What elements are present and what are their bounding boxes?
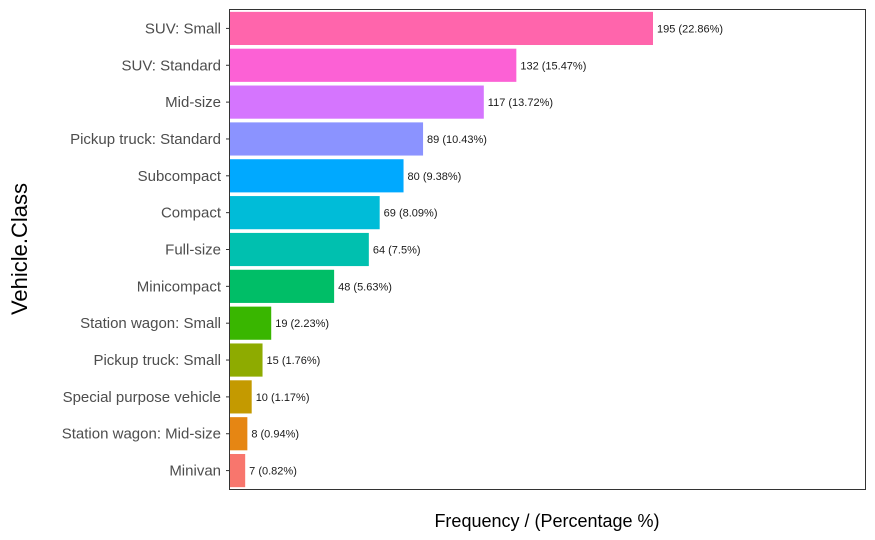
category-labels-layer: SUV: Small SUV: Standard Mid-size Pickup tr… xyxy=(62,20,230,480)
bar xyxy=(230,232,369,267)
y-axis-title: Vehicle.Class xyxy=(7,183,32,315)
category-tick-label: SUV: Standard xyxy=(122,57,222,74)
bar xyxy=(230,159,404,193)
category-tick-label: Mid-size xyxy=(165,94,221,111)
bar xyxy=(230,85,484,119)
category-tick-label: Full-size xyxy=(165,242,221,259)
bar xyxy=(230,380,252,414)
bar-data-label: 48 (5.63%) xyxy=(338,281,392,293)
data-labels-layer: 195 (22.86%) 132 (15.47%) 117 (13.72%) 89 (… xyxy=(249,23,723,477)
bar-data-label: 80 (9.38%) xyxy=(408,171,462,183)
bar-data-label: 117 (13.72%) xyxy=(488,97,553,109)
bar xyxy=(230,11,653,46)
bar xyxy=(230,417,248,451)
bar xyxy=(230,269,335,303)
bar-data-label: 132 (15.47%) xyxy=(520,60,586,72)
bar xyxy=(230,306,272,340)
bar-data-label: 15 (1.76%) xyxy=(267,355,321,367)
bars-layer xyxy=(230,11,653,488)
x-axis-title: Frequency / (Percentage %) xyxy=(434,511,659,531)
bar xyxy=(230,196,380,230)
category-tick-label: Station wagon: Mid-size xyxy=(62,426,221,443)
category-tick-label: Pickup truck: Small xyxy=(93,352,221,369)
bar-data-label: 89 (10.43%) xyxy=(427,134,487,146)
category-tick-label: Special purpose vehicle xyxy=(63,389,221,406)
bar-data-label: 19 (2.23%) xyxy=(275,318,329,330)
category-tick-label: Compact xyxy=(161,205,222,222)
bar xyxy=(230,343,263,377)
plot-panel-border xyxy=(229,9,866,490)
category-tick-label: Pickup truck: Standard xyxy=(70,131,221,148)
category-tick-label: Station wagon: Small xyxy=(80,315,221,332)
bar-data-label: 64 (7.5%) xyxy=(373,245,421,257)
category-tick-label: SUV: Small xyxy=(145,20,221,37)
bar-data-label: 195 (22.86%) xyxy=(657,23,723,35)
bar xyxy=(230,453,246,488)
category-tick-label: Subcompact xyxy=(138,168,222,185)
bar xyxy=(230,48,517,82)
category-tick-label: Minicompact xyxy=(137,278,222,295)
bar-data-label: 8 (0.94%) xyxy=(251,429,299,441)
bar xyxy=(230,122,424,156)
bar-data-label: 10 (1.17%) xyxy=(256,392,310,404)
bar-data-label: 7 (0.82%) xyxy=(249,466,297,478)
category-tick-label: Minivan xyxy=(169,463,221,480)
bar-data-label: 69 (8.09%) xyxy=(384,208,438,220)
